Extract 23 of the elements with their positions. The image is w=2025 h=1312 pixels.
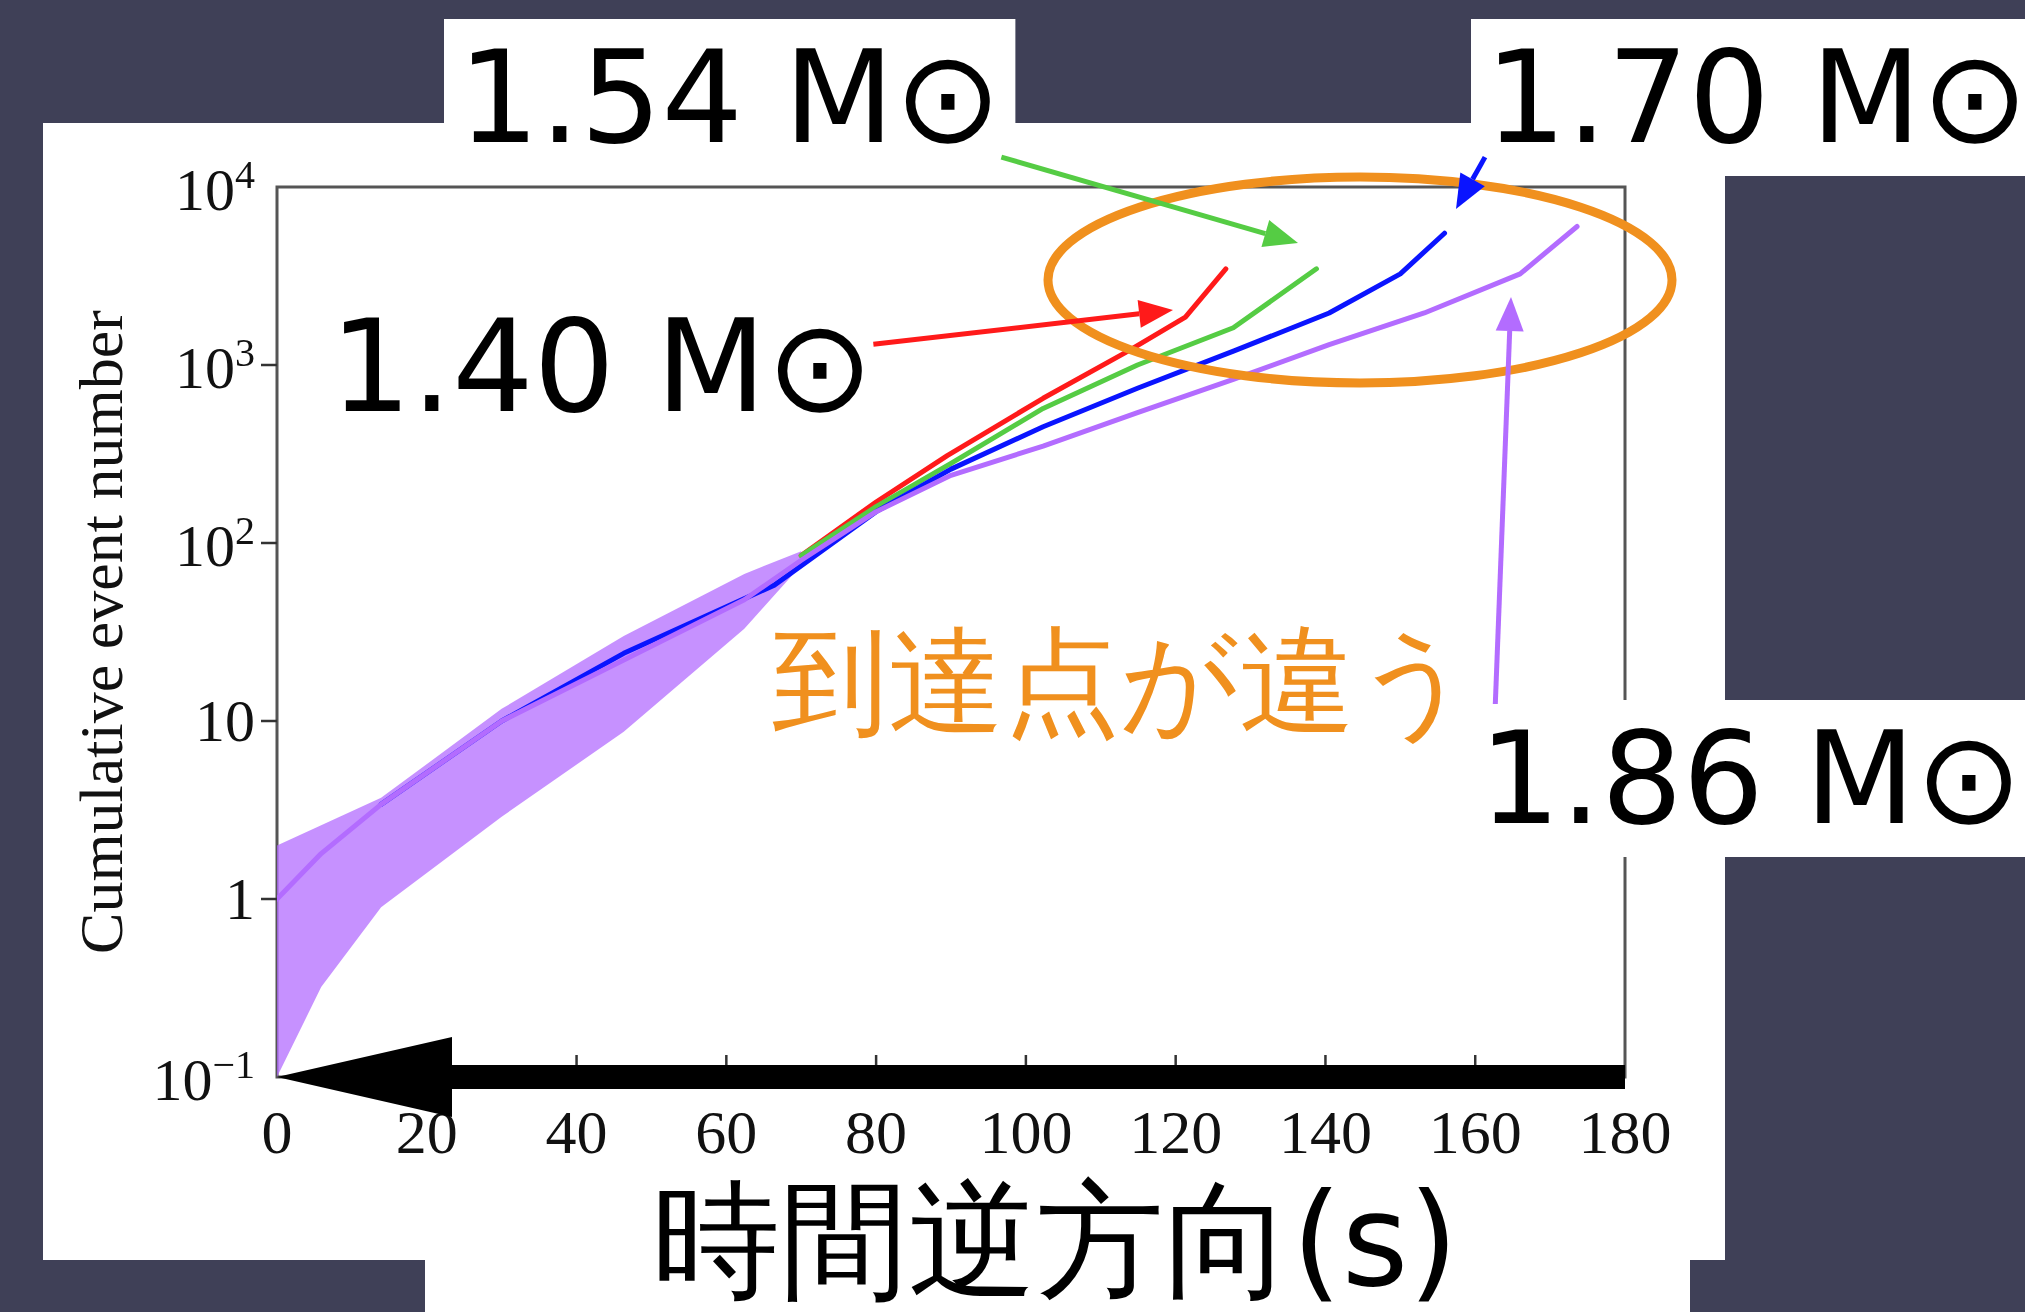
y-tick-label: 10$^{2}$: [175, 507, 255, 579]
annotation: 到達点が違う: [772, 614, 1474, 749]
x-tick-label: 80: [845, 1098, 908, 1166]
text: 1.70 M⊙: [1485, 23, 2025, 172]
text: 1.54 M⊙: [458, 23, 1002, 172]
x-tick-label: 60: [695, 1098, 758, 1166]
x-axis-title: 時間逆方向(s): [651, 1166, 1459, 1312]
annotation: 1.40 M⊙: [330, 292, 874, 441]
y-axis-title: Cumulative event number: [67, 309, 135, 954]
annotation: 1.86 M⊙: [1479, 704, 2023, 853]
y-tick-label: 10$^{4}$: [175, 151, 255, 223]
x-tick-label: 0: [261, 1098, 293, 1166]
x-tick-label: 20: [395, 1098, 458, 1166]
x-tick-label: 120: [1129, 1098, 1223, 1166]
x-tick-label: 100: [979, 1098, 1073, 1166]
y-tick-label: 10$^{−1}$: [152, 1041, 255, 1113]
x-tick-label: 140: [1278, 1098, 1372, 1166]
x-tick-label: 180: [1578, 1098, 1672, 1166]
y-tick-label: 10$^{3}$: [175, 329, 255, 401]
x-tick-label: 40: [545, 1098, 608, 1166]
y-tick-label: 10: [195, 688, 255, 754]
y-tick-label: 1: [225, 866, 255, 932]
x-tick-label: 160: [1428, 1098, 1522, 1166]
